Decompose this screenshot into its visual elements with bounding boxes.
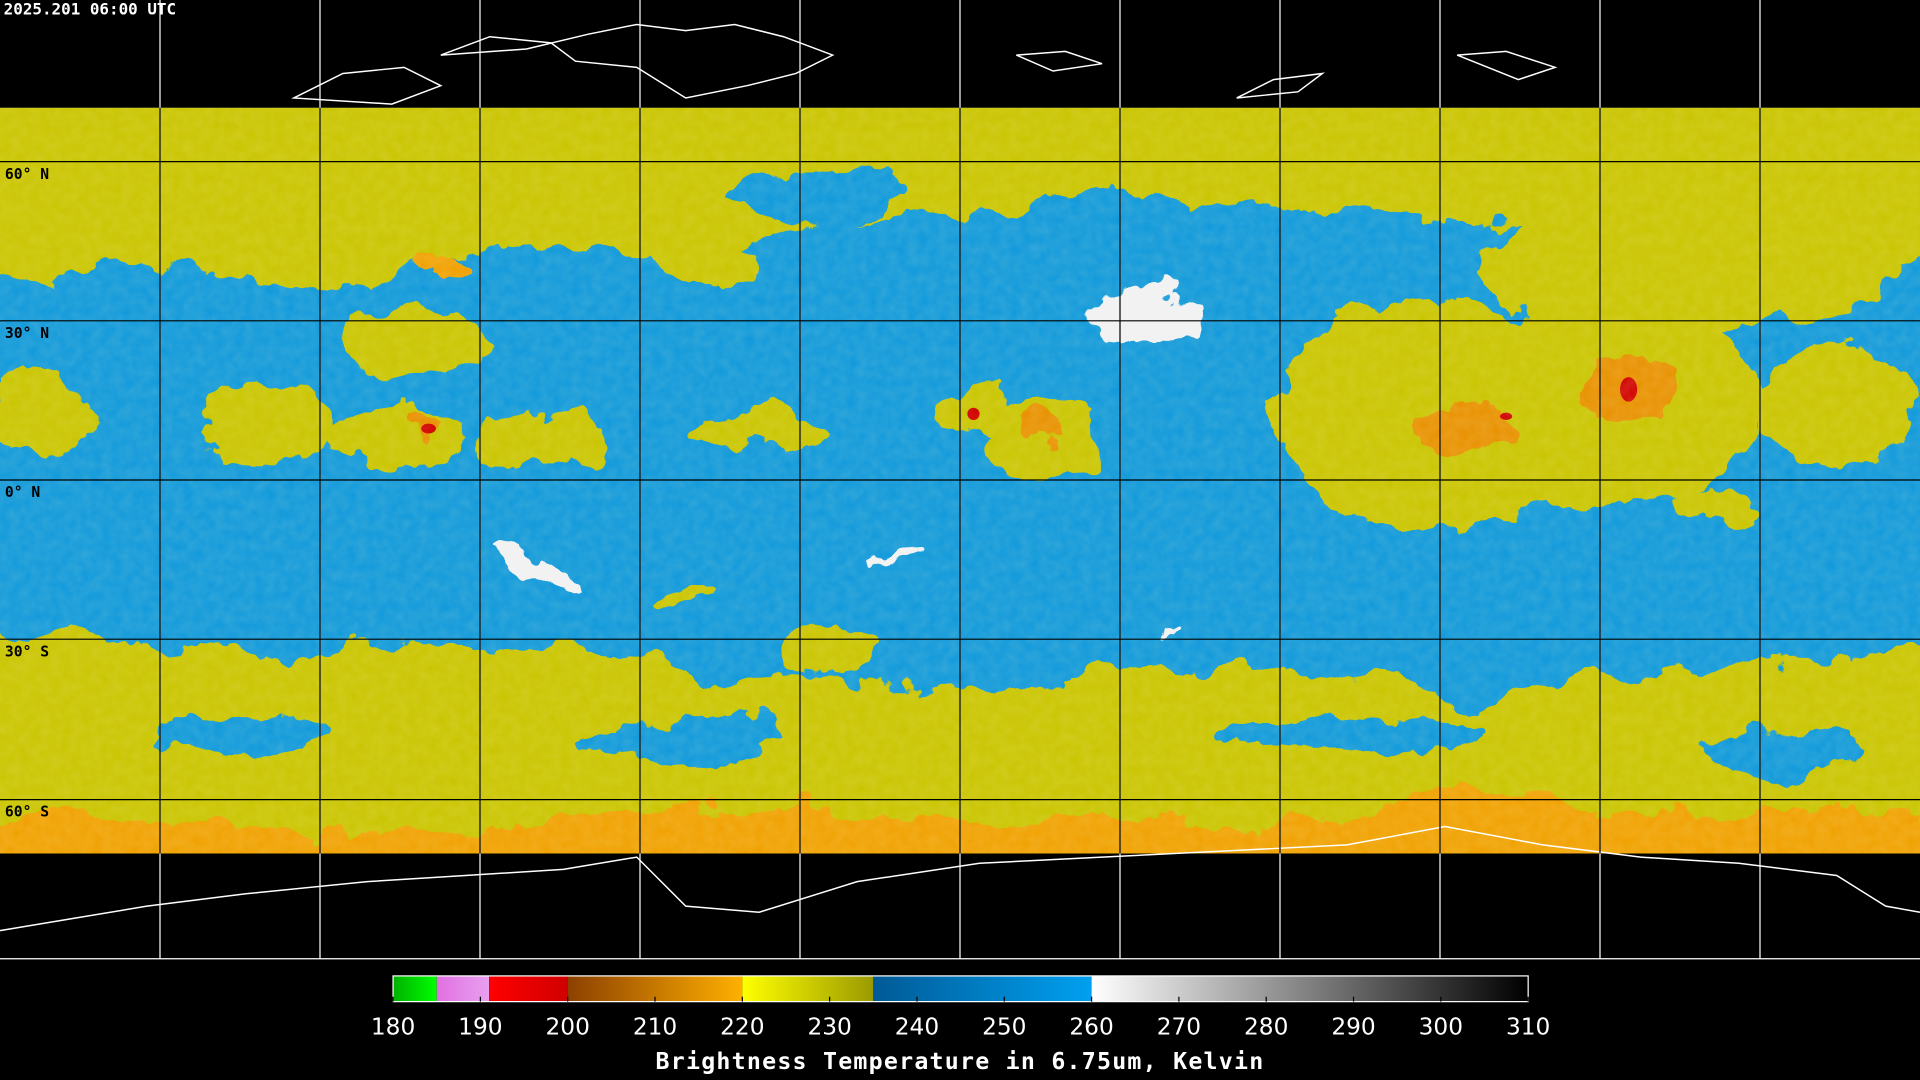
graticule [0, 0, 1920, 960]
latitude-label: 0° N [5, 484, 40, 501]
colorbar-segment [436, 975, 490, 1002]
colorbar-segment [1091, 975, 1529, 1002]
colorbar-tick-label: 240 [895, 1014, 939, 1041]
colorbar-segment [742, 975, 874, 1002]
latitude-label: 60° N [5, 166, 49, 183]
polar-coastlines [0, 23, 1920, 932]
latitude-labels: 60° N 30° N 0° N 30° S 60° S [5, 166, 49, 821]
colorbar-tick-label: 290 [1331, 1014, 1375, 1041]
colorbar-tick-label: 280 [1244, 1014, 1288, 1041]
colorbar-tick-label: 310 [1506, 1014, 1550, 1041]
colorbar-segment [489, 975, 568, 1002]
colorbar-tick-label: 230 [807, 1014, 851, 1041]
colorbar-tick-label: 250 [982, 1014, 1026, 1041]
latitude-label: 60° S [5, 804, 49, 821]
colorbar-segment [393, 975, 437, 1002]
colorbar-tick-label: 190 [458, 1014, 502, 1041]
colorbar-tick-label: 300 [1419, 1014, 1463, 1041]
warm-regions [496, 288, 1209, 635]
latitude-label: 30° N [5, 325, 49, 342]
latitude-label: 30° S [5, 643, 49, 660]
colorbar-frame [392, 975, 1529, 1003]
colorbar-title: Brightness Temperature in 6.75um, Kelvin [656, 1048, 1265, 1075]
colorbar-tick-label: 270 [1157, 1014, 1201, 1041]
colorbar-tick-label: 180 [371, 1014, 415, 1041]
timestamp: 2025.201 06:00 UTC [4, 0, 176, 19]
colorbar-tick-label: 200 [545, 1014, 589, 1041]
colorbar-tick-label: 210 [633, 1014, 677, 1041]
colorbar-tick-label: 260 [1069, 1014, 1113, 1041]
colorbar-tick-label: 220 [720, 1014, 764, 1041]
colorbar: 180 190 200 210 220 230 240 250 260 270 280 290 300 3… [371, 975, 1550, 1041]
colorbar-segment [873, 975, 1092, 1002]
